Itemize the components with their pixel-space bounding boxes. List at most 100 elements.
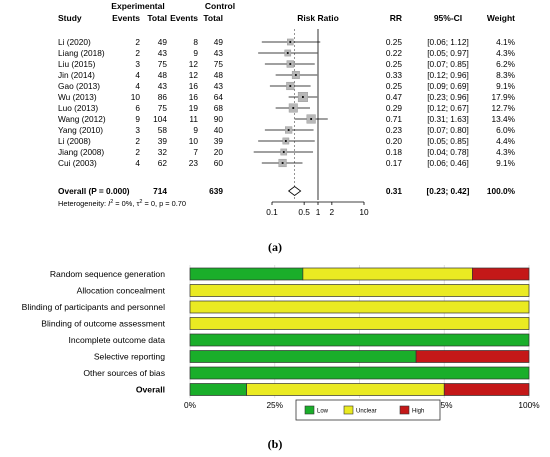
total-ctrl: 90 bbox=[214, 114, 224, 124]
experimental-group-header: Experimental bbox=[111, 1, 164, 11]
study-ci: [0.04; 0.78] bbox=[427, 147, 469, 157]
overall-total-ctrl: 639 bbox=[209, 186, 223, 196]
study-point bbox=[281, 162, 284, 164]
study-rr: 0.17 bbox=[386, 158, 403, 168]
events-exp: 6 bbox=[135, 103, 140, 113]
rob-bar-low bbox=[189, 350, 417, 363]
legend-label-low: Low bbox=[317, 409, 329, 415]
events-ctrl: 9 bbox=[193, 125, 198, 135]
rob-bar-unclear bbox=[189, 317, 530, 330]
total-exp: 104 bbox=[153, 114, 167, 124]
study-name: Liu (2015) bbox=[58, 59, 96, 69]
total-exp: 58 bbox=[158, 125, 168, 135]
events-exp: 2 bbox=[135, 147, 140, 157]
events-exp-header: Events bbox=[112, 13, 140, 23]
events-ctrl: 11 bbox=[189, 114, 198, 124]
study-rr: 0.23 bbox=[386, 125, 403, 135]
total-exp: 39 bbox=[158, 136, 168, 146]
events-ctrl: 23 bbox=[189, 158, 199, 168]
study-name: Jiang (2008) bbox=[58, 147, 104, 157]
events-exp: 2 bbox=[135, 136, 140, 146]
study-weight: 4.1% bbox=[496, 37, 516, 47]
forest-x-tick-label: 2 bbox=[330, 207, 335, 217]
total-exp: 48 bbox=[158, 70, 168, 80]
rob-x-tick-label: 0% bbox=[184, 400, 197, 410]
study-point bbox=[294, 74, 297, 76]
forest-plot-marks: 0.1 0.5 1 2 10 bbox=[253, 29, 369, 217]
study-point bbox=[289, 41, 292, 43]
rob-legend: Low Unclear High bbox=[295, 399, 441, 421]
study-ci: [0.12; 0.67] bbox=[427, 103, 469, 113]
study-point bbox=[302, 96, 304, 98]
study-weight: 4.3% bbox=[496, 147, 516, 157]
overall-weight: 100.0% bbox=[487, 186, 516, 196]
study-ci: [0.05; 0.85] bbox=[427, 136, 469, 146]
study-point bbox=[289, 63, 292, 65]
rob-x-tick-label: 100% bbox=[518, 400, 540, 410]
events-ctrl: 12 bbox=[189, 70, 199, 80]
study-point bbox=[289, 85, 292, 87]
overall-rr: 0.31 bbox=[386, 186, 403, 196]
rob-bar-unclear bbox=[246, 383, 445, 396]
forest-x-tick-label: 10 bbox=[359, 207, 369, 217]
total-exp: 86 bbox=[158, 92, 168, 102]
overall-ci: [0.23; 0.42] bbox=[427, 186, 470, 196]
control-group-header: Control bbox=[205, 1, 235, 11]
panel-b-caption: (b) bbox=[268, 437, 283, 451]
events-ctrl: 12 bbox=[189, 59, 199, 69]
total-exp: 75 bbox=[158, 59, 168, 69]
total-exp: 49 bbox=[158, 37, 168, 47]
rr-header: RR bbox=[390, 13, 402, 23]
events-exp: 3 bbox=[135, 59, 140, 69]
rob-bar-unclear bbox=[189, 300, 530, 314]
study-rr: 0.25 bbox=[386, 37, 403, 47]
total-ctrl: 43 bbox=[214, 81, 224, 91]
rob-bar-high bbox=[472, 267, 530, 281]
heterogeneity-text: Heterogeneity: I2 = 0%, τ2 = 0, p = 0.70 bbox=[58, 199, 186, 208]
forest-study-rows: Li (2020) 2 49 8 49 0.25 [0.06; 1.12] 4.1%Liang… bbox=[58, 37, 516, 168]
panel-a-caption: (a) bbox=[268, 240, 282, 254]
study-weight: 4.4% bbox=[496, 136, 516, 146]
rob-bar-unclear bbox=[302, 267, 473, 281]
study-name: Liang (2018) bbox=[58, 48, 105, 58]
rob-bars bbox=[189, 267, 530, 396]
study-ci: [0.07; 0.85] bbox=[427, 59, 469, 69]
total-ctrl-header: Total bbox=[203, 13, 223, 23]
events-exp: 2 bbox=[135, 37, 140, 47]
rob-category-label: Overall bbox=[136, 385, 165, 395]
total-ctrl: 40 bbox=[214, 125, 224, 135]
forest-x-tick-label: 1 bbox=[316, 207, 321, 217]
rob-x-tick-label: 75% bbox=[436, 400, 453, 410]
study-point bbox=[292, 107, 295, 109]
study-weight: 13.4% bbox=[491, 114, 515, 124]
study-weight: 4.3% bbox=[496, 48, 516, 58]
rob-category-label: Incomplete outcome data bbox=[69, 335, 166, 345]
study-ci: [0.12; 0.96] bbox=[427, 70, 469, 80]
rob-bar-high bbox=[443, 383, 530, 396]
total-ctrl: 20 bbox=[214, 147, 224, 157]
rob-category-label: Other sources of bias bbox=[83, 368, 165, 378]
total-exp: 32 bbox=[158, 147, 168, 157]
events-exp: 2 bbox=[135, 48, 140, 58]
study-weight: 8.3% bbox=[496, 70, 516, 80]
events-exp: 4 bbox=[135, 158, 140, 168]
rob-bar-low bbox=[189, 267, 304, 281]
overall-label: Overall (P = 0.000) bbox=[58, 186, 130, 196]
legend-label-high: High bbox=[412, 409, 424, 415]
study-weight: 6.0% bbox=[496, 125, 516, 135]
study-point bbox=[286, 52, 289, 54]
study-rr: 0.25 bbox=[386, 59, 403, 69]
rob-category-label: Allocation concealment bbox=[77, 286, 166, 296]
legend-swatch-low bbox=[304, 405, 315, 415]
study-ci: [0.09; 0.69] bbox=[427, 81, 469, 91]
study-name: Luo (2013) bbox=[58, 103, 98, 113]
rob-category-label: Random sequence generation bbox=[50, 269, 165, 279]
study-weight: 12.7% bbox=[491, 103, 515, 113]
events-exp: 3 bbox=[135, 125, 140, 135]
events-ctrl: 16 bbox=[189, 81, 199, 91]
study-column-header: Study bbox=[58, 13, 82, 23]
events-exp: 4 bbox=[135, 81, 140, 91]
overall-total-exp: 714 bbox=[153, 186, 167, 196]
study-ci: [0.07; 0.80] bbox=[427, 125, 469, 135]
study-point bbox=[310, 118, 313, 120]
